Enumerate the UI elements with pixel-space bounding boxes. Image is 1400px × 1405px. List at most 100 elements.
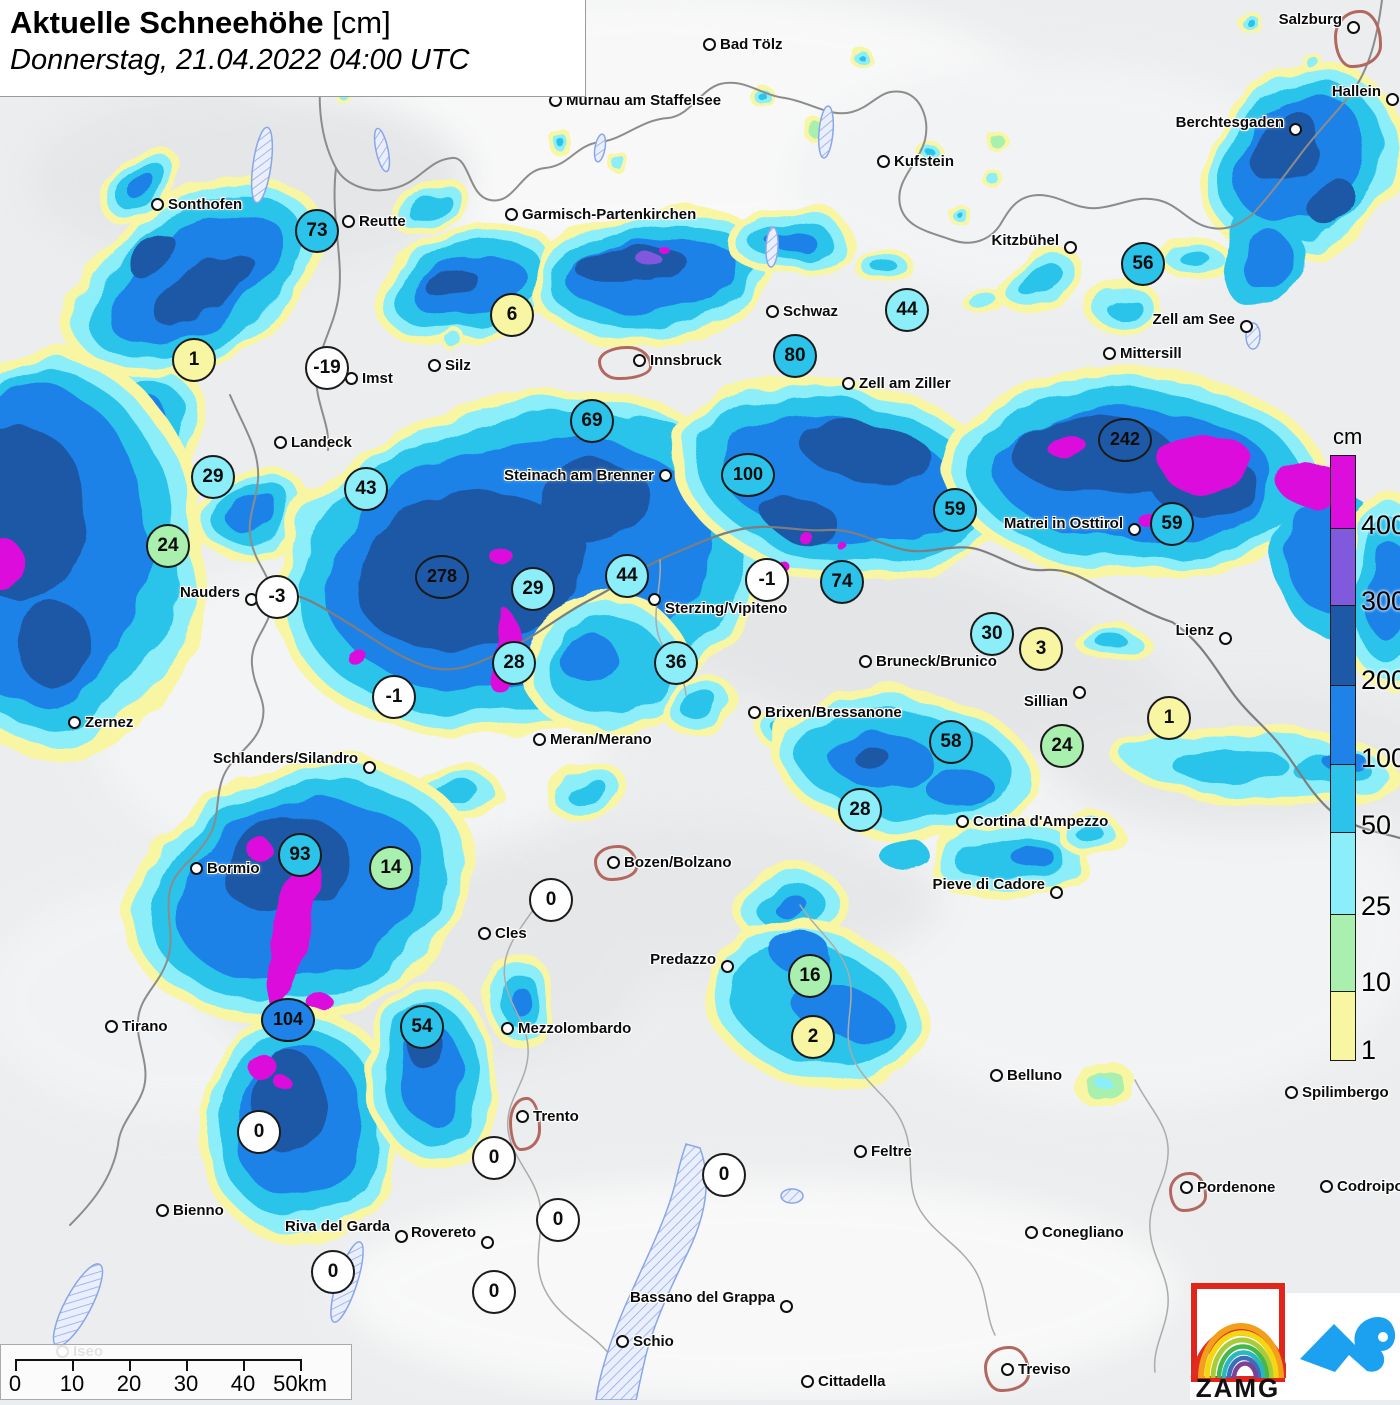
city-label: Schwaz	[783, 303, 839, 320]
legend-tick-label: 400	[1361, 509, 1400, 540]
scalebar-tick	[186, 1359, 188, 1371]
legend-swatch	[1331, 915, 1355, 992]
scalebar-tick	[300, 1359, 302, 1371]
city-label: Spilimbergo	[1302, 1084, 1389, 1101]
city-marker-icon	[1001, 1363, 1014, 1376]
station-badge: 24	[146, 524, 190, 568]
city-marker-icon	[505, 208, 518, 221]
city-marker-icon	[648, 593, 661, 606]
station-badge: 0	[237, 1110, 281, 1154]
city-label: Brixen/Bressanone	[765, 704, 902, 721]
zamg-logo-text: ZAMG	[1196, 1373, 1281, 1400]
city-label: Berchtesgaden	[1175, 114, 1284, 131]
legend-swatch	[1331, 992, 1355, 1060]
zamg-rainbow-icon	[1190, 1323, 1290, 1379]
city-marker-icon	[190, 862, 203, 875]
station-badge: 69	[570, 399, 614, 443]
station-badge: 28	[838, 788, 882, 832]
station-badge: 80	[773, 334, 817, 378]
city-marker-icon	[607, 856, 620, 869]
city-label: Riva del Garda	[284, 1218, 390, 1235]
city-label: Conegliano	[1042, 1224, 1124, 1241]
city-label: Garmisch-Partenkirchen	[522, 206, 697, 223]
city-label: Trento	[533, 1108, 579, 1125]
station-badge: 1	[1147, 696, 1191, 740]
city-marker-icon	[1347, 21, 1360, 34]
city-label: Reutte	[359, 213, 406, 230]
city-label: Pordenone	[1197, 1179, 1276, 1196]
city-marker-icon	[721, 960, 734, 973]
legend-swatch	[1331, 686, 1355, 765]
legend-unit-label: cm	[1333, 424, 1363, 449]
station-badge: 59	[1150, 502, 1194, 546]
city-marker-icon	[481, 1236, 494, 1249]
station-badge: 0	[311, 1250, 355, 1294]
legend-swatch	[1331, 606, 1355, 686]
city-label: Schlanders/Silandro	[212, 750, 358, 767]
snow-depth-legend: 400 300 200 100 50 25 10 1	[1330, 455, 1400, 1065]
station-badge: 29	[191, 455, 235, 499]
city-marker-icon	[1180, 1181, 1193, 1194]
city-label: Steinach am Brenner	[503, 467, 654, 484]
city-marker-icon	[363, 761, 376, 774]
station-badge: 54	[400, 1005, 444, 1049]
station-badge: 0	[702, 1153, 746, 1197]
station-badge: 43	[344, 467, 388, 511]
city-label: Salzburg	[1278, 11, 1342, 28]
scalebar-tick-label: 40	[230, 1371, 256, 1396]
city-label: Tirano	[122, 1018, 168, 1035]
city-marker-icon	[516, 1110, 529, 1123]
station-badge: 36	[654, 641, 698, 685]
city-label: Sonthofen	[168, 196, 243, 213]
legend-tick-label: 10	[1361, 966, 1392, 997]
map-subtitle: Donnerstag, 21.04.2022 04:00 UTC	[10, 44, 470, 76]
legend-tick-label: 200	[1361, 664, 1400, 695]
station-badge: 100	[721, 453, 775, 497]
station-badge: 59	[933, 488, 977, 532]
city-marker-icon	[105, 1020, 118, 1033]
station-badge: 58	[929, 720, 973, 764]
city-marker-icon	[780, 1300, 793, 1313]
city-marker-icon	[854, 1145, 867, 1158]
legend-tick-label: 50	[1361, 809, 1392, 840]
station-badge: 44	[605, 554, 649, 598]
station-badge: -3	[255, 575, 299, 619]
station-badge: 29	[511, 567, 555, 611]
scale-line	[15, 1359, 302, 1361]
station-badge: 278	[415, 555, 469, 599]
city-label: Innsbruck	[650, 352, 722, 369]
city-label: Hallein	[1331, 83, 1381, 100]
city-marker-icon	[1289, 123, 1302, 136]
city-label: Nauders	[179, 584, 240, 601]
city-label: Bad Tölz	[720, 36, 783, 53]
city-marker-icon	[274, 436, 287, 449]
city-label: Bienno	[173, 1202, 224, 1219]
city-label: Cittadella	[818, 1373, 886, 1390]
city-marker-icon	[703, 38, 716, 51]
city-label: Belluno	[1007, 1067, 1062, 1084]
mountain-wave-icon	[1300, 1317, 1396, 1372]
city-boundary-outline	[598, 346, 652, 380]
city-label: Predazzo	[650, 951, 716, 968]
city-boundary-outline	[984, 1346, 1030, 1392]
city-label: Rovereto	[410, 1224, 476, 1241]
station-badge: 56	[1121, 242, 1165, 286]
city-marker-icon	[68, 716, 81, 729]
city-marker-icon	[533, 733, 546, 746]
city-label: Cles	[495, 925, 527, 942]
title-unit: [cm]	[332, 5, 391, 40]
zamg-logo-graphic: ZAMG	[1190, 1283, 1290, 1403]
legend-swatch	[1331, 456, 1355, 529]
city-boundary-outline	[594, 845, 638, 881]
title-main: Aktuelle Schneehöhe	[10, 5, 324, 40]
city-marker-icon	[395, 1230, 408, 1243]
city-marker-icon	[151, 198, 164, 211]
city-label: Feltre	[871, 1143, 912, 1160]
city-label: Meran/Merano	[550, 731, 652, 748]
city-label: Zell am See	[1152, 311, 1235, 328]
legend-tick-label: 1	[1361, 1034, 1377, 1065]
city-marker-icon	[1073, 686, 1086, 699]
legend-swatch	[1331, 833, 1355, 915]
scalebar-tick	[72, 1359, 74, 1371]
